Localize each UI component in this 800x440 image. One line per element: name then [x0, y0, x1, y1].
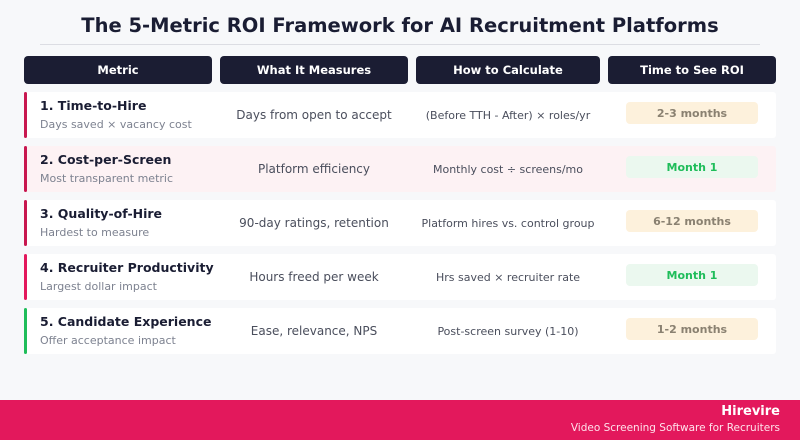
how-to-calculate-cell: Post-screen survey (1-10): [437, 324, 579, 338]
header-metric: Metric: [24, 56, 212, 84]
metric-subtitle: Largest dollar impact: [40, 280, 157, 293]
table-row: 1. Time-to-Hire Days saved × vacancy cost…: [24, 92, 776, 138]
what-it-measures-cell: 90-day ratings, retention: [239, 216, 389, 230]
table-row: 5. Candidate Experience Offer acceptance …: [24, 308, 776, 354]
metric-subtitle: Hardest to measure: [40, 226, 150, 239]
how-to-calculate-cell: Platform hires vs. control group: [421, 216, 595, 230]
metric-name: 1. Time-to-Hire: [40, 98, 147, 113]
header-time-to-see-roi: Time to See ROI: [608, 56, 776, 84]
metric-subtitle: Most transparent metric: [40, 172, 174, 185]
brand-name: Hirevire: [721, 404, 780, 419]
table-row: 2. Cost-per-Screen Most transparent metri…: [24, 146, 776, 192]
metric-subtitle: Days saved × vacancy cost: [40, 118, 192, 131]
row-accent-bar: [24, 92, 27, 138]
time-to-roi-badge: 6-12 months: [626, 210, 758, 232]
row-accent-bar: [24, 146, 27, 192]
footer-bar: Hirevire Video Screening Software for Re…: [0, 400, 800, 440]
row-accent-bar: [24, 200, 27, 246]
table-row: 3. Quality-of-Hire Hardest to measure 90-d…: [24, 200, 776, 246]
header-how-to-calculate: How to Calculate: [416, 56, 600, 84]
brand-tagline: Video Screening Software for Recruiters: [570, 422, 780, 434]
time-to-roi-badge: Month 1: [626, 156, 758, 178]
how-to-calculate-cell: (Before TTH - After) × roles/yr: [425, 108, 591, 122]
time-to-roi-badge: Month 1: [626, 264, 758, 286]
title-divider: [40, 44, 760, 45]
metric-name: 4. Recruiter Productivity: [40, 260, 214, 275]
row-accent-bar: [24, 254, 27, 300]
row-accent-bar: [24, 308, 27, 354]
table-row: 4. Recruiter Productivity Largest dollar …: [24, 254, 776, 300]
time-to-roi-badge: 2-3 months: [626, 102, 758, 124]
metric-name: 3. Quality-of-Hire: [40, 206, 163, 221]
metric-name: 5. Candidate Experience: [40, 314, 212, 329]
metric-name: 2. Cost-per-Screen: [40, 152, 172, 167]
header-what-it-measures: What It Measures: [220, 56, 408, 84]
metric-subtitle: Offer acceptance impact: [40, 334, 176, 347]
time-to-roi-badge: 1-2 months: [626, 318, 758, 340]
page-title: The 5-Metric ROI Framework for AI Recrui…: [81, 14, 719, 37]
what-it-measures-cell: Days from open to accept: [236, 108, 392, 122]
what-it-measures-cell: Ease, relevance, NPS: [250, 324, 378, 338]
how-to-calculate-cell: Hrs saved × recruiter rate: [435, 270, 581, 284]
what-it-measures-cell: Hours freed per week: [249, 270, 379, 284]
how-to-calculate-cell: Monthly cost ÷ screens/mo: [432, 162, 584, 176]
what-it-measures-cell: Platform efficiency: [257, 162, 371, 176]
